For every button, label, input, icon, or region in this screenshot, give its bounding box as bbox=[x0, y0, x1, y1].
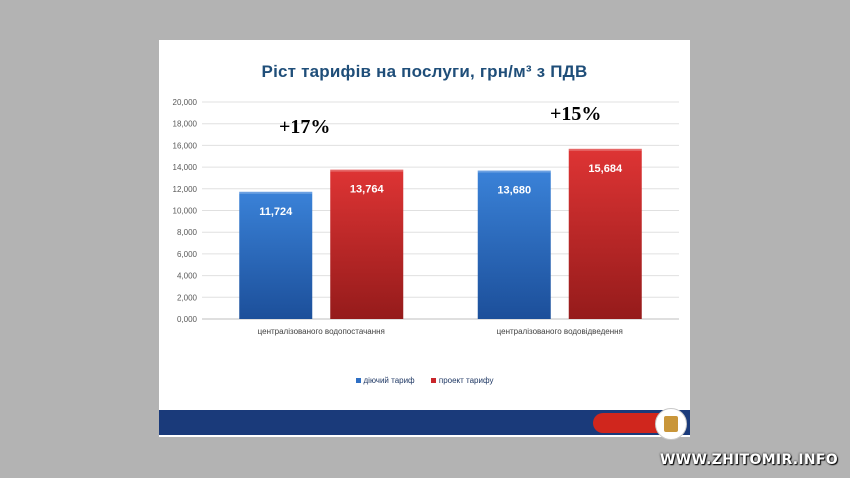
category-label: централізованого водопостачання bbox=[258, 327, 385, 336]
legend-item: діючий тариф bbox=[355, 376, 415, 385]
bar-highlight bbox=[239, 191, 313, 194]
y-tick-label: 16,000 bbox=[173, 141, 198, 150]
y-tick-label: 18,000 bbox=[173, 120, 198, 129]
y-tick-label: 12,000 bbox=[173, 185, 198, 194]
bar-chart: 0,000 2,000 4,000 6,000 8,000 10,000 12,000 14,… bbox=[173, 98, 679, 336]
legend-item: проект тарифу bbox=[430, 376, 494, 385]
percent-change-annotation: +15% bbox=[550, 103, 602, 125]
data-label: 11,724 bbox=[259, 206, 293, 218]
bar-highlight bbox=[330, 169, 404, 172]
bar bbox=[330, 169, 404, 319]
y-tick-label: 10,000 bbox=[173, 207, 198, 216]
category-label: централізованого водовідведення bbox=[497, 327, 623, 336]
percent-change-annotation: +17% bbox=[279, 116, 331, 138]
y-tick-label: 4,000 bbox=[177, 272, 198, 281]
y-tick-label: 2,000 bbox=[177, 293, 198, 302]
bar bbox=[477, 170, 551, 319]
bar-highlight bbox=[568, 148, 642, 151]
legend-label: діючий тариф bbox=[363, 376, 415, 385]
y-tick-label: 14,000 bbox=[173, 163, 198, 172]
bar bbox=[239, 191, 313, 319]
data-label: 15,684 bbox=[588, 163, 623, 175]
bar bbox=[568, 148, 642, 319]
legend-swatch bbox=[355, 378, 361, 384]
site-watermark: WWW.ZHITOMIR.INFO bbox=[659, 452, 838, 468]
y-tick-label: 8,000 bbox=[177, 228, 198, 237]
data-label: 13,680 bbox=[497, 185, 531, 197]
presentation-slide: Ріст тарифів на послуги, грн/м³ з ПДВ 0,… bbox=[159, 40, 690, 440]
bar-highlight bbox=[477, 170, 551, 173]
chart-legend: діючий тариф проект тарифу bbox=[159, 376, 690, 385]
chart-title: Ріст тарифів на послуги, грн/м³ з ПДВ bbox=[261, 62, 588, 81]
emblem-logo bbox=[655, 408, 687, 440]
y-tick-label: 6,000 bbox=[177, 250, 198, 259]
y-tick-label: 0,000 bbox=[177, 315, 198, 324]
data-label: 13,764 bbox=[350, 184, 385, 196]
legend-label: проект тарифу bbox=[438, 376, 494, 385]
y-tick-label: 20,000 bbox=[173, 98, 198, 107]
footer-accent bbox=[593, 413, 663, 433]
legend-swatch bbox=[430, 378, 436, 384]
